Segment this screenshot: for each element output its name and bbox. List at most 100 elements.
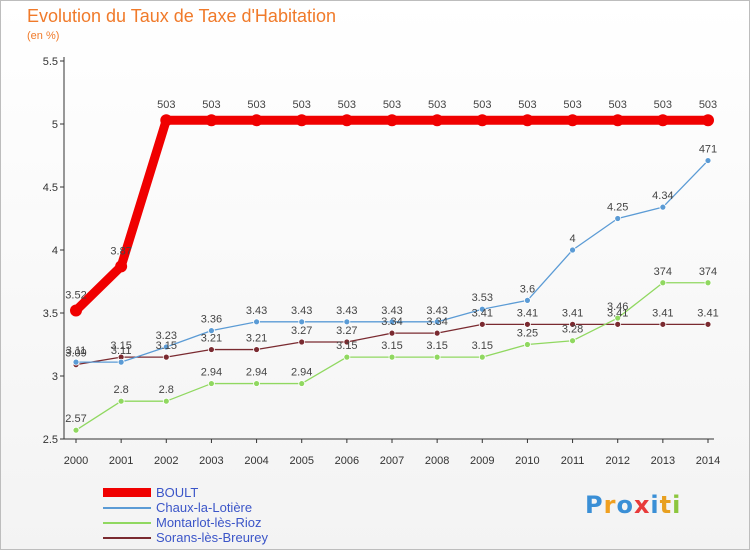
data-label: 503 [383,99,401,111]
data-label: 3.21 [246,333,267,345]
chart-title: Evolution du Taux de Taxe d'Habitation [27,6,336,26]
data-point [388,318,396,326]
chart-subtitle: (en %) [27,30,60,42]
data-label: 2.94 [291,367,312,379]
data-label: 3.15 [381,340,402,352]
data-label: 3.41 [607,307,628,319]
legend-swatch [103,506,151,509]
legend-swatch [103,536,151,539]
data-point [524,341,531,348]
data-point [253,318,260,326]
data-point [162,343,170,351]
legend: BOULT Chaux-la-Lotière Montarlot-lès-Rioz S… [103,485,268,545]
x-tick-label: 2013 [651,455,675,467]
x-tick-label: 2006 [335,455,359,467]
data-label: 3.11 [111,345,132,357]
data-point [659,320,667,328]
data-label: 3.46 [607,301,628,313]
legend-swatch [103,488,151,497]
proxiti-logo: Proxiti [585,491,681,519]
data-label: 3.43 [246,305,267,317]
data-label: 503 [202,99,220,111]
data-label: 3.41 [517,307,538,319]
data-label: 503 [473,99,491,111]
data-label: 2.94 [246,367,267,379]
legend-item: Chaux-la-Lotière [103,500,268,515]
legend-item: BOULT [103,485,268,500]
data-point [72,426,80,434]
data-point [702,114,714,127]
data-label: 503 [609,99,627,111]
data-label: 3.09 [65,348,86,360]
data-label: 3.23 [156,330,177,342]
data-point [656,114,669,127]
series-layer [70,114,714,434]
data-point [431,114,444,127]
data-point [478,305,486,313]
data-point [343,353,351,361]
data-label: 3.15 [110,340,131,352]
data-point [340,114,353,127]
data-label: 2.8 [113,384,128,396]
data-point [343,338,351,346]
data-label: 503 [563,99,581,111]
y-tick-label: 5 [52,119,58,131]
data-label: 4 [570,233,576,245]
data-point [115,260,128,273]
logo-letter: o [616,491,634,519]
data-point [524,296,531,304]
data-label: 374 [654,266,672,278]
x-tick-label: 2007 [380,455,404,467]
data-label: 3.41 [472,307,493,319]
data-label: 2.57 [65,413,86,425]
data-point [611,114,624,127]
data-label: 2.8 [159,384,174,396]
data-point [208,346,215,353]
x-tick-label: 2001 [109,455,133,467]
data-label: 503 [654,99,672,111]
data-point [478,320,486,328]
data-label: 3.27 [291,325,312,337]
y-tick-label: 4.5 [43,182,58,194]
data-label: 3.43 [381,305,402,317]
data-point [208,380,215,387]
data-label: 503 [518,99,536,111]
data-point [524,320,531,328]
data-label: 374 [699,266,717,278]
series-0 [70,114,714,317]
data-point [659,203,667,211]
data-label: 503 [699,99,717,111]
data-label: 3.41 [697,307,718,319]
logo-letter: i [672,491,682,519]
data-label: 503 [338,99,356,111]
data-label: 3.41 [652,307,673,319]
y-tick-label: 3 [52,371,58,383]
data-point [476,114,489,127]
data-label: 3.27 [336,325,357,337]
y-tick-label: 5.5 [43,56,58,68]
x-tick-label: 2005 [289,455,313,467]
data-label: 3.11 [66,345,87,357]
data-point [386,114,398,127]
data-label: 3.43 [291,305,312,317]
x-tick-label: 2014 [696,455,720,467]
data-point [298,318,306,326]
data-point [388,329,396,337]
data-label: 3.34 [381,316,402,328]
data-label: 3.87 [110,245,131,257]
data-label: 503 [428,99,446,111]
x-tick-label: 2008 [425,455,449,467]
data-point [70,304,82,317]
x-tick-label: 2010 [515,455,539,467]
data-label: 3.53 [472,292,493,304]
legend-label: Chaux-la-Lotière [156,500,253,515]
data-point [117,397,125,405]
data-label: 503 [157,99,175,111]
data-point [72,358,80,366]
data-label: 3.28 [562,324,583,336]
data-point [433,353,441,361]
data-label: 3.34 [426,316,447,328]
data-point [388,353,396,361]
